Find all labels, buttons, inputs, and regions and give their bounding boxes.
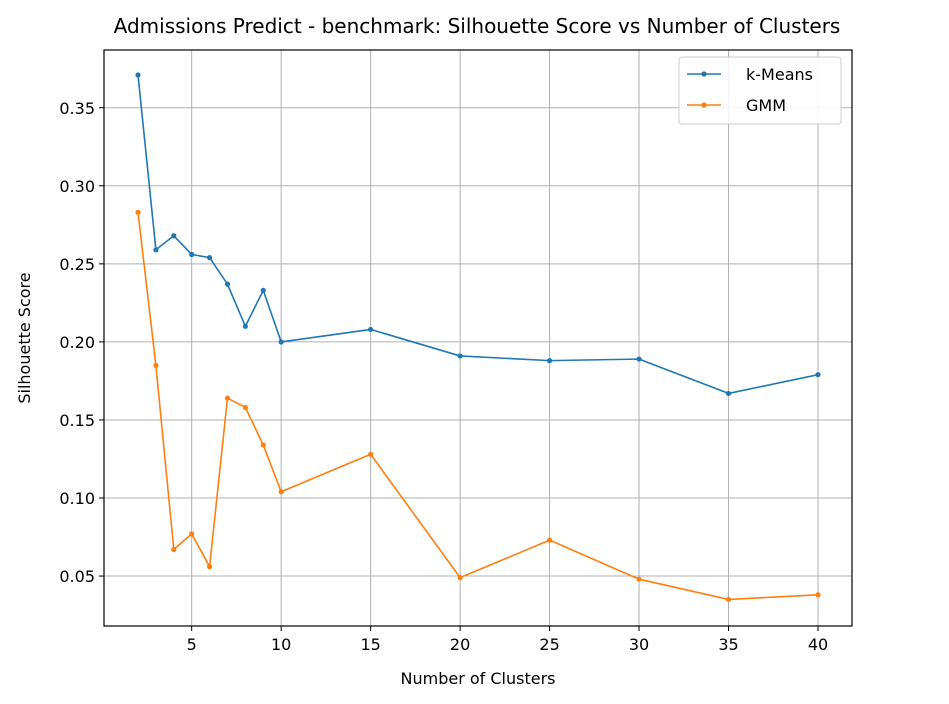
- legend: k-Means GMM: [678, 56, 842, 125]
- x-tick-label: 25: [539, 635, 559, 654]
- data-point-gmm: [457, 575, 463, 581]
- y-axis: 0.05 0.10 0.15 0.20 0.25 0.30 0.35: [59, 99, 104, 586]
- chart-title: Admissions Predict - benchmark: Silhouet…: [114, 14, 841, 38]
- x-tick-label: 35: [718, 635, 738, 654]
- data-point-k-means: [546, 358, 553, 364]
- y-tick-label: 0.05: [59, 567, 95, 586]
- data-point-k-means: [278, 339, 284, 345]
- data-point-gmm: [206, 564, 213, 570]
- plot-frame: [103, 49, 853, 627]
- data-point-k-means: [189, 251, 195, 258]
- data-point-gmm: [725, 596, 732, 603]
- data-point-k-means: [206, 255, 213, 261]
- series-layer: [135, 72, 821, 603]
- data-point-gmm: [546, 537, 553, 543]
- data-point-gmm: [260, 442, 266, 448]
- legend-swatch-marker: [701, 102, 707, 108]
- legend-label: GMM: [746, 96, 786, 115]
- data-point-gmm: [242, 404, 248, 411]
- grid-lines: [104, 50, 852, 626]
- y-tick-label: 0.15: [59, 411, 95, 430]
- data-point-gmm: [171, 546, 177, 553]
- data-point-gmm: [224, 395, 231, 401]
- data-point-k-means: [260, 287, 266, 293]
- data-point-gmm: [153, 362, 159, 368]
- x-tick-label: 10: [271, 635, 291, 654]
- data-point-k-means: [368, 326, 374, 333]
- x-tick-label: 40: [808, 635, 828, 654]
- data-point-k-means: [636, 356, 642, 362]
- legend-swatch-marker: [701, 71, 707, 77]
- x-axis: 5 10 15 20 25 30 35 40: [187, 626, 828, 654]
- data-point-k-means: [135, 72, 141, 78]
- data-point-gmm: [189, 531, 195, 537]
- data-point-gmm: [278, 489, 284, 495]
- y-tick-label: 0.35: [59, 99, 95, 118]
- x-tick-label: 20: [450, 635, 470, 654]
- y-tick-label: 0.20: [59, 333, 95, 352]
- series-gmm: [135, 209, 821, 603]
- data-point-k-means: [815, 372, 821, 378]
- data-point-k-means: [224, 281, 231, 287]
- legend-entry: GMM: [687, 96, 786, 115]
- y-tick-label: 0.10: [59, 489, 95, 508]
- legend-entry: k-Means: [687, 65, 813, 84]
- y-tick-label: 0.30: [59, 177, 95, 196]
- data-point-k-means: [242, 323, 248, 329]
- data-point-gmm: [368, 451, 374, 457]
- legend-label: k-Means: [746, 65, 813, 84]
- x-tick-label: 30: [629, 635, 649, 654]
- data-point-k-means: [725, 390, 732, 397]
- x-tick-label: 15: [360, 635, 380, 654]
- y-tick-label: 0.25: [59, 255, 95, 274]
- data-point-gmm: [815, 592, 821, 598]
- y-axis-title: Silhouette Score: [15, 272, 34, 403]
- data-point-gmm: [135, 209, 141, 215]
- data-point-k-means: [457, 353, 463, 359]
- data-point-k-means: [153, 247, 159, 253]
- data-point-gmm: [636, 576, 642, 582]
- x-axis-title: Number of Clusters: [401, 669, 556, 688]
- data-point-k-means: [171, 233, 177, 239]
- series-k-means: [135, 72, 821, 397]
- x-tick-label: 5: [187, 635, 197, 654]
